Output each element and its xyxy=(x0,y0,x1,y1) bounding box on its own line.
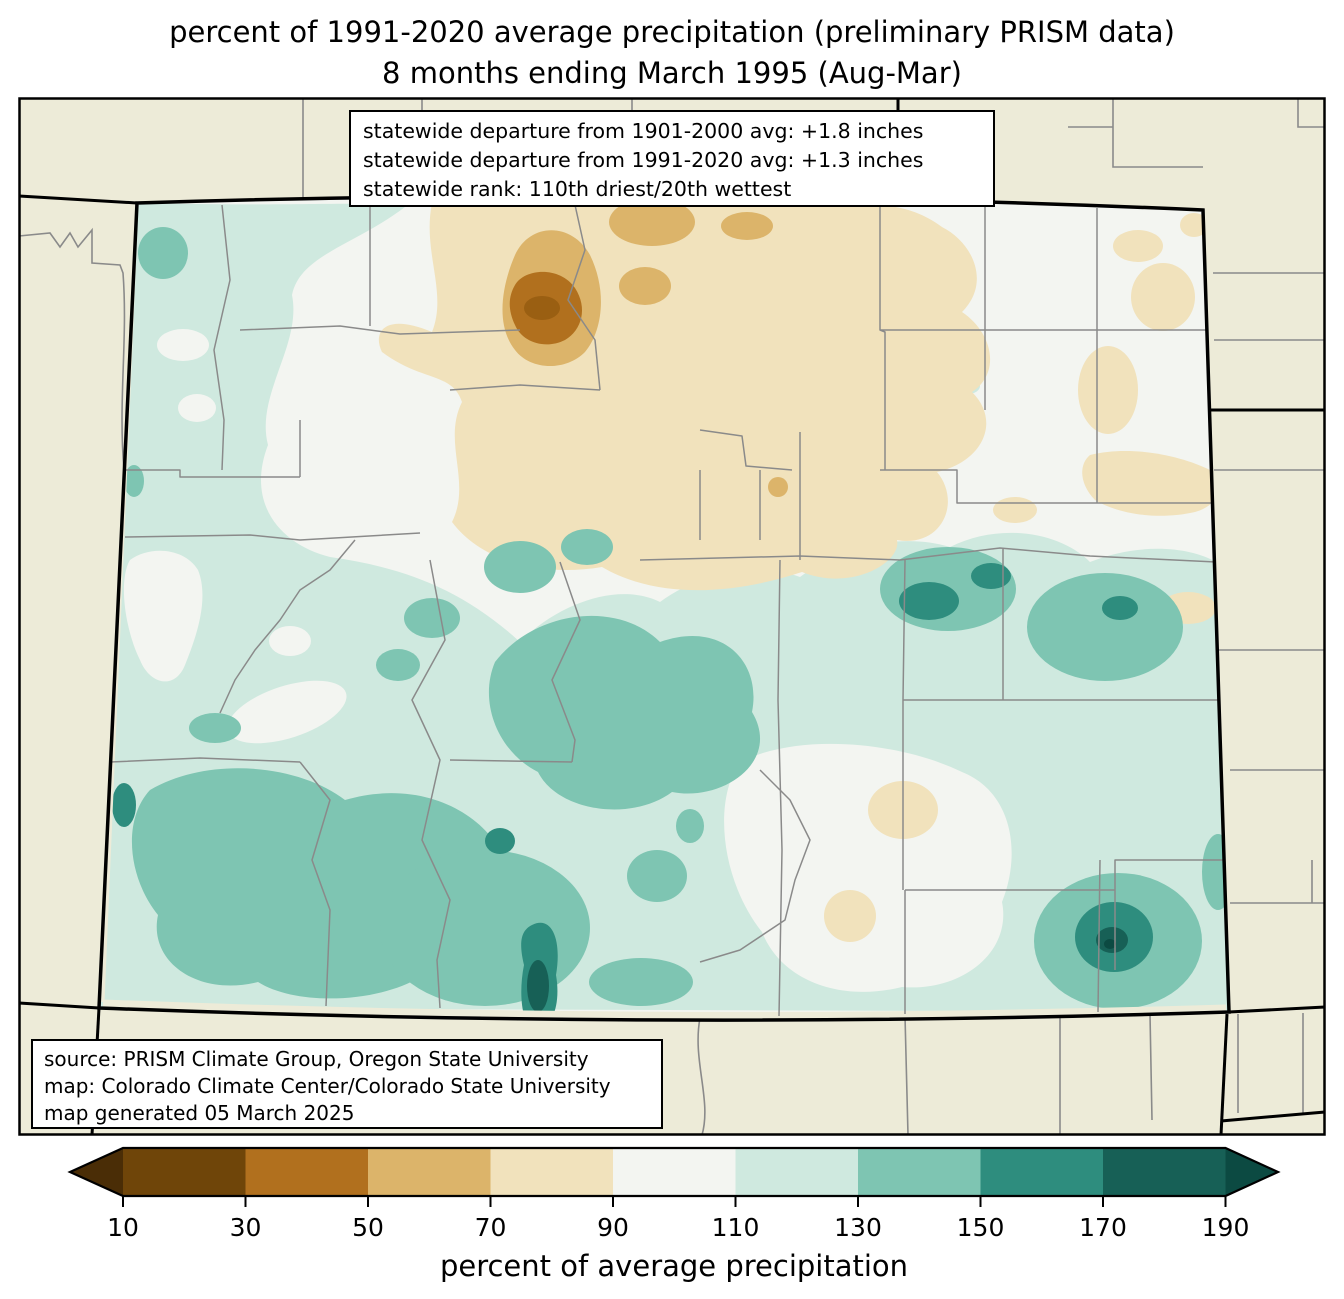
contour-region xyxy=(1180,213,1208,237)
colorbar-axis-label: percent of average precipitation xyxy=(440,1249,908,1283)
colorbar-segment xyxy=(735,1148,858,1196)
title-line-1: percent of 1991-2020 average precipitati… xyxy=(169,15,1175,49)
state-border-line xyxy=(18,1001,100,1010)
colorbar-segment xyxy=(123,1148,246,1196)
contour-region xyxy=(1102,596,1138,620)
source-line-2: map: Colorado Climate Center/Colorado St… xyxy=(44,1074,611,1098)
county-line xyxy=(18,227,126,471)
contour-region xyxy=(378,203,991,591)
contour-region xyxy=(589,958,693,1006)
contour-region xyxy=(627,850,687,902)
contour-region xyxy=(380,850,590,1006)
colorbar: 10 30 50 70 90 110 130 150 170 190 perce… xyxy=(67,1146,1281,1283)
colorbar-tick-labels: 10 30 50 70 90 110 130 150 170 190 xyxy=(107,1213,1249,1242)
county-line xyxy=(1068,98,1325,168)
near-normal-regions xyxy=(123,329,1012,992)
contour-region xyxy=(178,394,216,422)
colorbar-over-arrow xyxy=(1225,1148,1278,1196)
contour-region xyxy=(269,626,311,656)
contour-region xyxy=(123,550,203,682)
tick-label: 190 xyxy=(1202,1213,1250,1242)
colorbar-segment xyxy=(858,1148,981,1196)
contour-region xyxy=(1082,450,1219,516)
contour-region xyxy=(993,497,1037,523)
colorbar-segment xyxy=(980,1148,1103,1196)
source-line-3: map generated 05 March 2025 xyxy=(44,1101,355,1125)
state-border-line xyxy=(1220,1110,1326,1123)
county-line xyxy=(639,205,1229,1017)
figure-title: percent of 1991-2020 average precipitati… xyxy=(0,12,1344,94)
contour-region xyxy=(971,563,1011,589)
tick-label: 110 xyxy=(712,1213,760,1242)
contour-region xyxy=(724,743,1012,992)
state-border-line xyxy=(1219,1013,1229,1136)
contour-region xyxy=(189,713,241,743)
tick-label: 50 xyxy=(352,1213,384,1242)
tick-label: 10 xyxy=(107,1213,139,1242)
contour-region xyxy=(1078,346,1138,434)
contour-region xyxy=(561,529,613,565)
contour-region xyxy=(1131,263,1195,331)
tick-label: 90 xyxy=(597,1213,629,1242)
tick-label: 130 xyxy=(834,1213,882,1242)
contour-region xyxy=(157,329,209,361)
tick-label: 150 xyxy=(957,1213,1005,1242)
contour-region xyxy=(899,582,959,620)
contour-region xyxy=(609,198,695,246)
dark-brown-core xyxy=(524,296,560,320)
contour-region xyxy=(138,227,188,279)
colorbar-under-arrow xyxy=(70,1148,123,1196)
colorbar-ticks xyxy=(122,1196,1227,1207)
tick-label: 170 xyxy=(1079,1213,1127,1242)
colorbar-segment xyxy=(613,1148,736,1196)
colorbar-segment xyxy=(368,1148,491,1196)
contour-region xyxy=(112,783,136,827)
contour-region xyxy=(768,477,788,497)
contour-region xyxy=(404,598,460,638)
colorbar-segment xyxy=(1103,1148,1226,1196)
contour-region xyxy=(282,480,348,524)
county-line xyxy=(1213,272,1325,904)
contour-region xyxy=(484,541,556,593)
contour-region xyxy=(824,890,876,942)
contour-region xyxy=(721,212,773,240)
colorbar-segment xyxy=(490,1148,613,1196)
contour-region xyxy=(227,680,347,744)
county-line xyxy=(99,204,811,1009)
colorado-county-lines xyxy=(99,204,1229,1017)
map-frame xyxy=(18,97,1326,1136)
contour-region xyxy=(619,267,671,305)
margin-line xyxy=(102,999,1227,1021)
county-line xyxy=(697,1013,1304,1136)
contour-region xyxy=(1113,230,1163,262)
contour-region xyxy=(1027,573,1183,681)
colorado-interior xyxy=(99,195,1229,1021)
stats-line-2: statewide departure from 1991-2020 avg: … xyxy=(363,148,924,172)
contour-region xyxy=(124,465,144,497)
stats-line-1: statewide departure from 1901-2000 avg: … xyxy=(363,119,924,143)
darkest-teal-core xyxy=(1104,939,1116,949)
state-border-line xyxy=(18,194,138,205)
contour-region xyxy=(527,960,549,1012)
colorbar-segment xyxy=(245,1148,368,1196)
source-line-1: source: PRISM Climate Group, Oregon Stat… xyxy=(44,1047,589,1071)
tick-label: 70 xyxy=(475,1213,507,1242)
stats-line-3: statewide rank: 110th driest/20th wettes… xyxy=(363,177,792,201)
contour-region xyxy=(676,809,704,843)
source-credits-box: source: PRISM Climate Group, Oregon Stat… xyxy=(31,1039,663,1129)
title-line-2: 8 months ending March 1995 (Aug-Mar) xyxy=(382,56,962,90)
tick-mark xyxy=(122,1196,1227,1207)
tick-label: 30 xyxy=(230,1213,262,1242)
state-border-line xyxy=(1228,1005,1326,1014)
statewide-stats-box: statewide departure from 1901-2000 avg: … xyxy=(349,110,995,207)
contour-region xyxy=(485,828,515,854)
contour-region xyxy=(376,649,420,681)
